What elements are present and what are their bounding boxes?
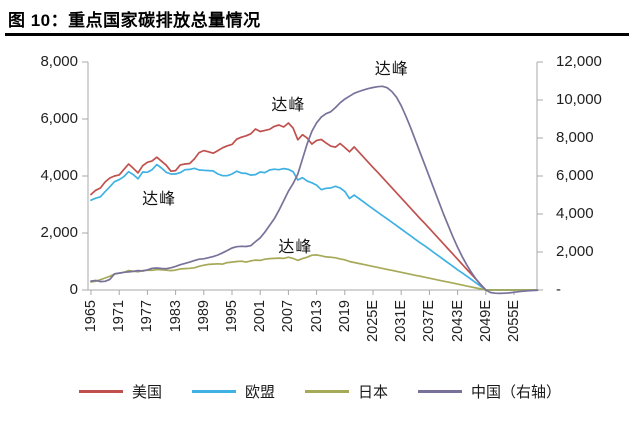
legend-swatch-japan: [305, 390, 349, 393]
right-axis-tick-label: 10,000: [556, 91, 602, 108]
left-axis-tick-label: 0: [69, 281, 78, 298]
peak-annotation-japan: 达峰: [278, 238, 313, 256]
legend-swatch-us: [78, 390, 123, 393]
legend-label-japan: 日本: [358, 384, 389, 401]
right-axis-tick-label: -: [556, 281, 561, 298]
x-axis-tick-label: 2049E: [477, 300, 494, 342]
legend-item-us: 美国: [78, 381, 162, 402]
x-axis-tick-label: 2043E: [449, 300, 466, 342]
series-line-china: [90, 85, 539, 295]
x-axis-tick-label: 2001: [252, 300, 269, 333]
left-axis-tick-label: 6,000: [40, 110, 78, 127]
legend-item-china: 中国（右轴）: [418, 381, 561, 402]
x-axis-tick-label: 2007: [280, 300, 297, 333]
legend-item-japan: 日本: [305, 381, 388, 402]
legend-label-eu: 欧盟: [244, 384, 275, 401]
peak-annotation-us: 达峰: [271, 97, 306, 115]
legend-swatch-eu: [191, 390, 236, 393]
legend-label-us: 美国: [131, 384, 162, 401]
figure-title: 图 10：重点国家碳排放总量情况: [8, 11, 261, 30]
right-axis-tick-label: 4,000: [556, 205, 594, 222]
x-axis-tick-label: 1965: [83, 300, 99, 333]
x-axis-tick-label: 1995: [224, 300, 240, 333]
right-axis-tick-label: 2,000: [556, 243, 594, 260]
x-axis-tick-label: 2019: [336, 300, 353, 333]
x-axis-tick-label: 2037E: [421, 300, 438, 342]
x-axis-tick-label: 2013: [308, 300, 325, 333]
right-axis-tick-label: 6,000: [556, 167, 594, 184]
x-axis-tick-label: 2025E: [365, 300, 381, 342]
peak-annotation-china: 达峰: [374, 60, 409, 78]
left-axis-tick-label: 2,000: [40, 224, 78, 241]
left-axis-tick-label: 4,000: [40, 167, 78, 184]
peak-annotation-eu: 达峰: [142, 191, 177, 209]
series-line-japan: [90, 254, 539, 291]
series-line-eu: [90, 163, 539, 291]
left-axis-tick-label: 8,000: [40, 53, 78, 70]
right-axis-tick-label: 12,000: [556, 53, 602, 70]
x-axis-tick-label: 1971: [111, 300, 128, 333]
x-axis-tick-label: 1977: [139, 300, 156, 333]
series-line-us: [90, 122, 539, 291]
legend-label-china: 中国（右轴）: [471, 384, 562, 401]
x-axis-tick-label: 1983: [167, 300, 184, 333]
x-axis-tick-label: 2055E: [506, 300, 522, 342]
x-axis-tick-label: 2031E: [393, 300, 410, 342]
legend-item-eu: 欧盟: [191, 381, 275, 402]
legend: 美国 欧盟 日本 中国（右轴）: [0, 381, 640, 402]
title-underline: [5, 33, 629, 36]
legend-swatch-china: [418, 390, 463, 393]
x-axis-tick-label: 1989: [195, 300, 212, 333]
right-axis-tick-label: 8,000: [556, 129, 594, 146]
